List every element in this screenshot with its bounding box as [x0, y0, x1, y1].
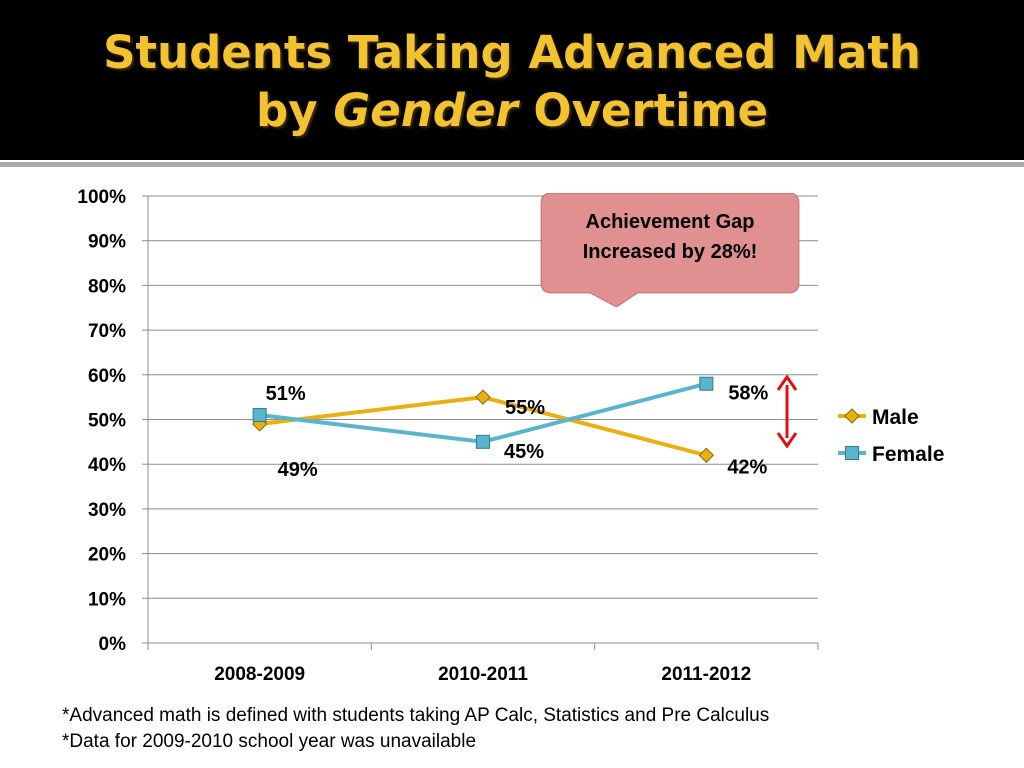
gap-arrow-head-down — [776, 432, 798, 449]
data-label-female: 51% — [266, 383, 306, 405]
y-tick-label: 20% — [88, 545, 126, 566]
x-tick-label: 2011-2012 — [661, 664, 751, 685]
callout-box — [540, 193, 800, 307]
legend-label-female: Female — [872, 443, 944, 466]
title-line-2-a: by — [256, 84, 334, 137]
data-label-female: 58% — [728, 383, 768, 405]
title-line-2-italic: Gender — [333, 84, 518, 137]
title-line-1: Students Taking Advanced Math — [103, 26, 921, 79]
data-label-male: 55% — [505, 397, 545, 419]
y-tick-label: 70% — [88, 321, 126, 342]
y-tick-label: 60% — [88, 366, 126, 387]
legend-label-male: Male — [872, 406, 919, 429]
y-tick-label: 40% — [88, 455, 126, 476]
title-bar — [0, 0, 1024, 160]
data-label-female: 45% — [504, 441, 544, 463]
footnote-1: *Advanced math is defined with students … — [62, 705, 770, 726]
y-tick-label: 30% — [88, 500, 126, 521]
title-line-2-b: Overtime — [517, 84, 768, 137]
data-point-female — [699, 376, 714, 391]
data-point-female — [476, 434, 490, 449]
y-tick-label: 80% — [88, 276, 126, 297]
title-divider — [0, 162, 1024, 167]
y-tick-label: 50% — [88, 411, 126, 432]
x-tick-label: 2008-2009 — [214, 664, 305, 685]
callout-text: Achievement Gap Increased by 28%! — [582, 211, 758, 263]
gap-arrow-head-up — [776, 374, 798, 391]
y-tick-label: 100% — [77, 187, 126, 208]
data-point-male — [698, 447, 715, 463]
data-label-male: 49% — [278, 459, 318, 481]
y-tick-label: 0% — [99, 634, 127, 655]
footnote-2: *Data for 2009-2010 school year was unav… — [62, 731, 477, 752]
data-label-male: 42% — [727, 456, 767, 478]
legend-marker-female — [845, 446, 859, 460]
slide-title: Students Taking Advanced Math by Gender … — [0, 24, 1024, 140]
y-tick-label: 10% — [88, 589, 126, 610]
x-tick-label: 2010-2011 — [438, 664, 528, 685]
data-point-female — [252, 408, 267, 423]
legend-marker-male — [844, 408, 860, 424]
data-point-male — [475, 389, 491, 405]
y-tick-label: 90% — [88, 232, 126, 253]
